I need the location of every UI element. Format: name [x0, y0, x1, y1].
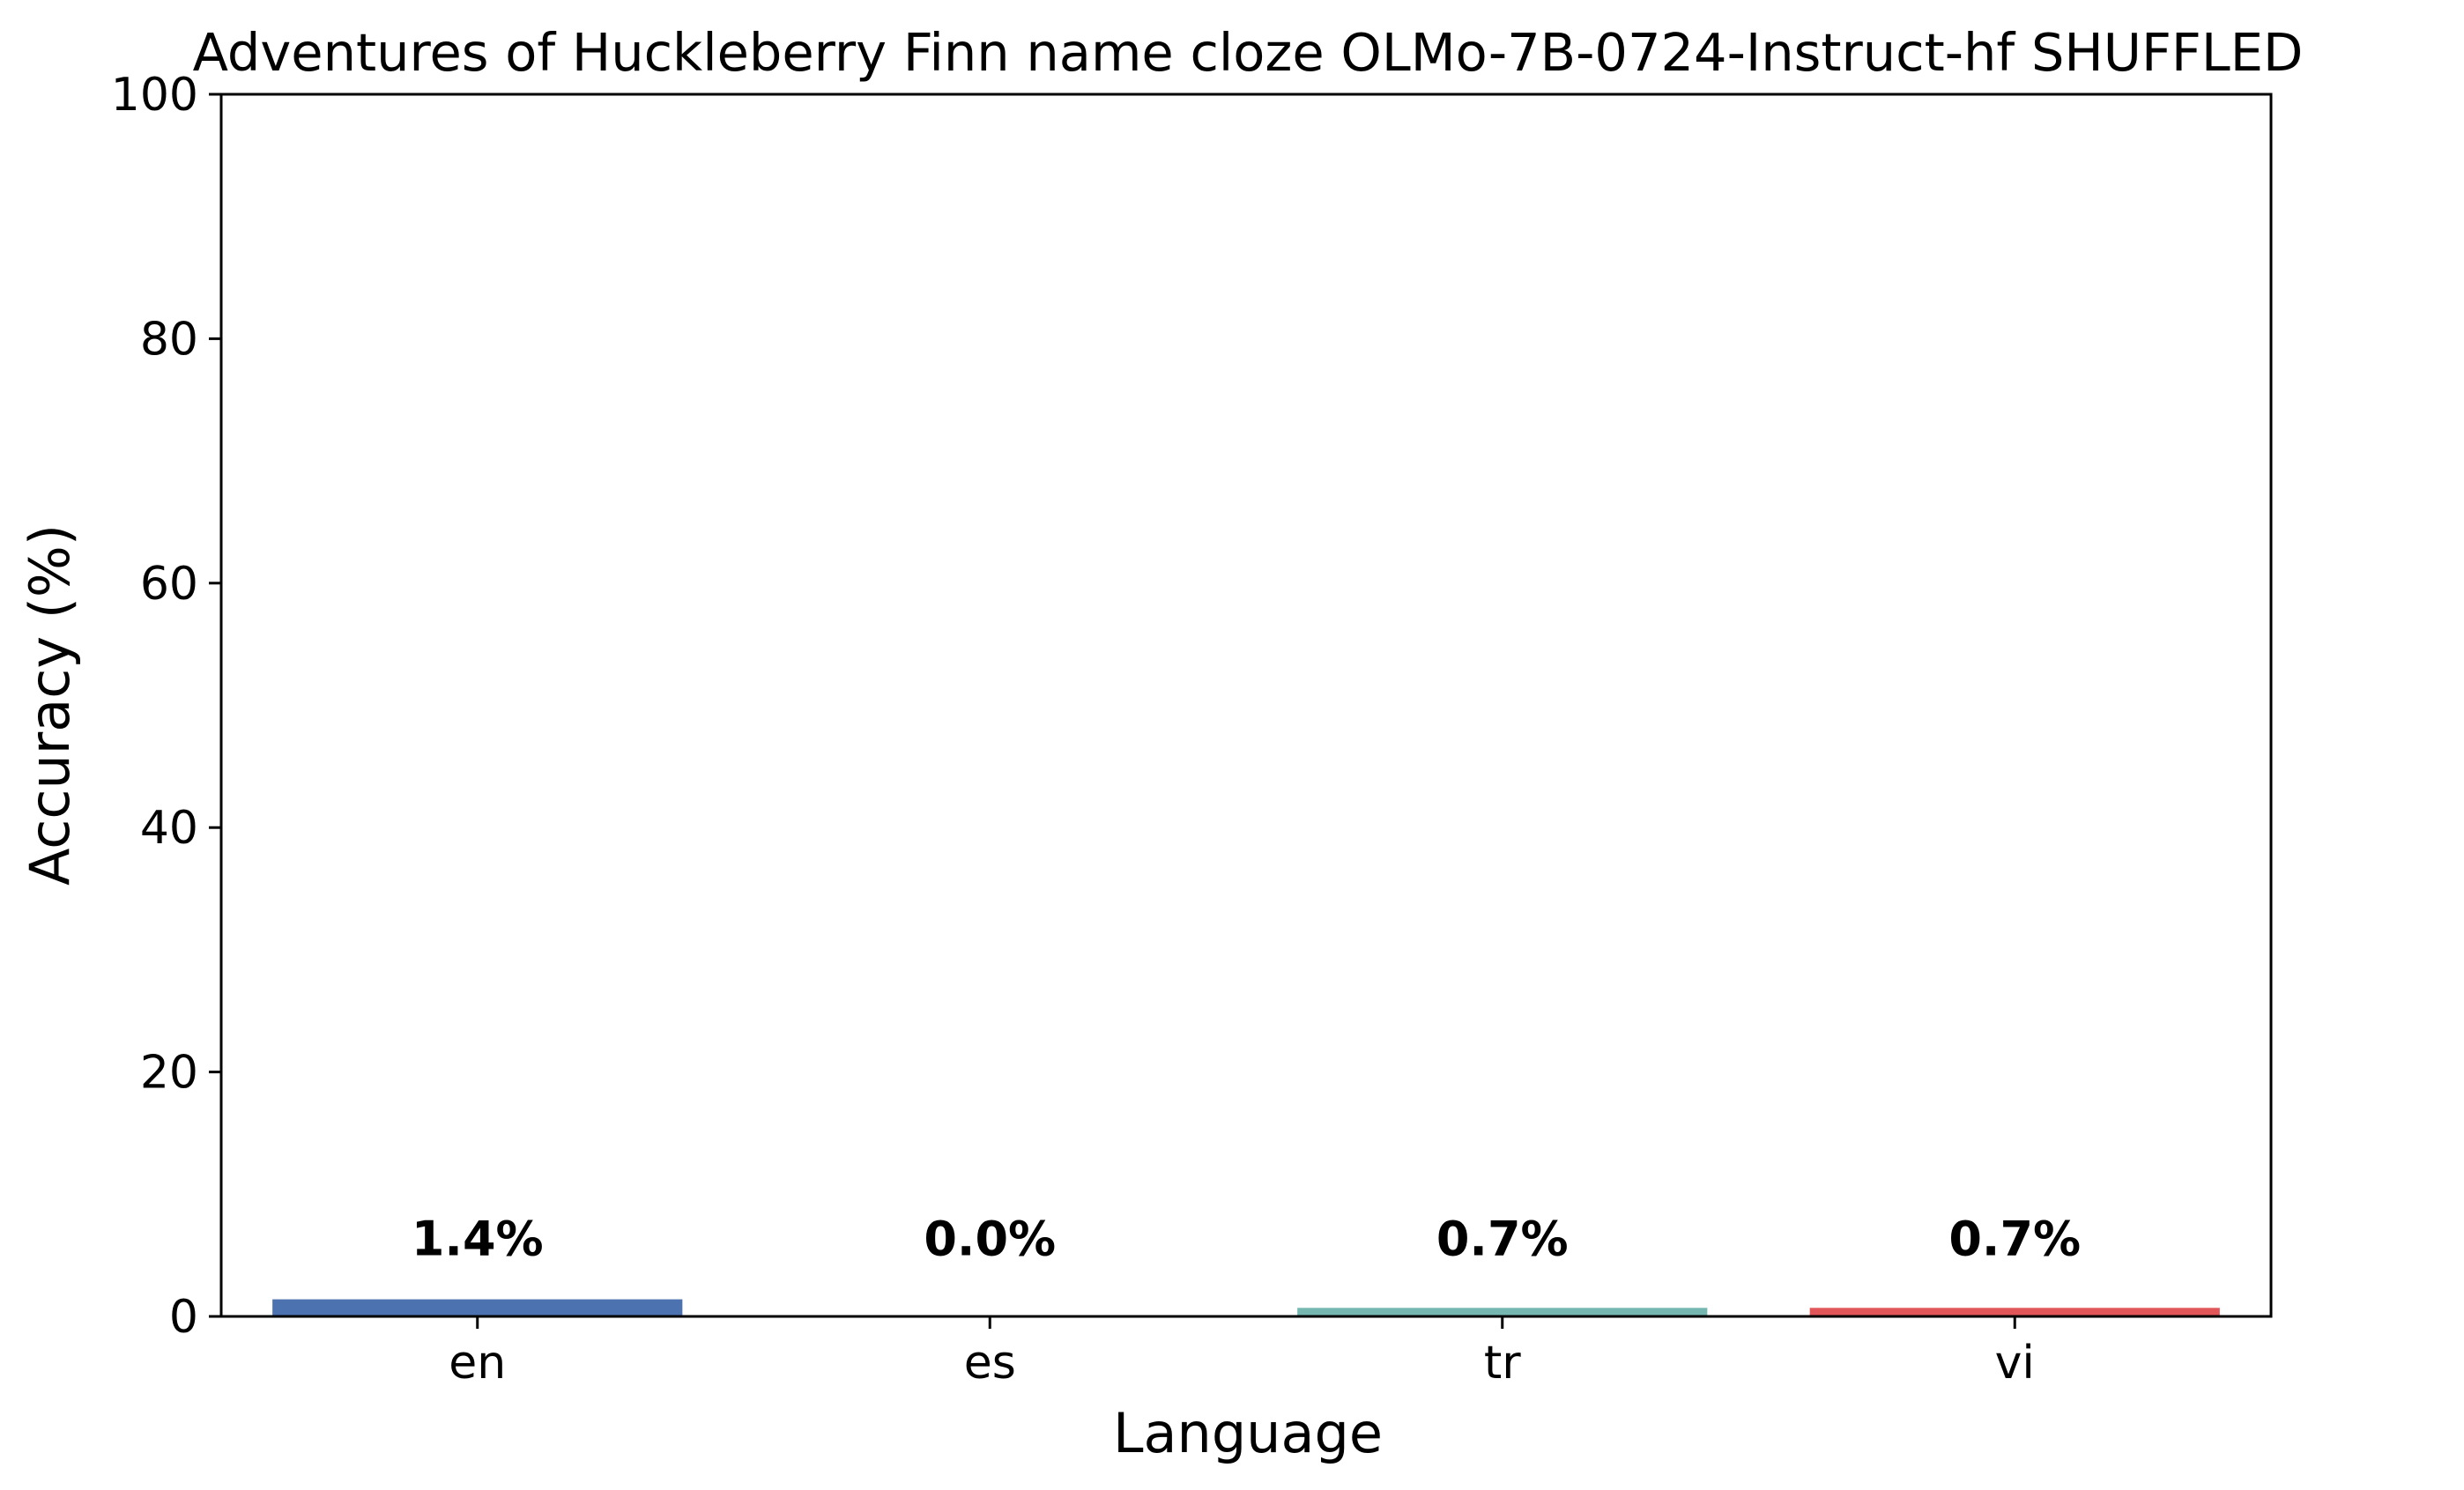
y-tick-label-0: 0	[169, 1291, 198, 1344]
chart-title: Adventures of Huckleberry Finn name cloz…	[193, 22, 2304, 83]
x-tick-label-vi: vi	[1995, 1337, 2035, 1390]
data-label-en: 1.4%	[412, 1212, 544, 1267]
plot-frame	[219, 93, 2273, 1318]
x-axis-label: Language	[1113, 1401, 1383, 1465]
bars-layer	[272, 1299, 2220, 1316]
y-tick-label-60: 60	[140, 558, 198, 611]
bar-vi	[1809, 1308, 2220, 1316]
x-tick-label-en: en	[449, 1337, 506, 1390]
y-tick-label-40: 40	[140, 802, 198, 855]
y-tick-label-20: 20	[140, 1047, 198, 1100]
data-labels-layer: 1.4% 0.0% 0.7% 0.7%	[412, 1212, 2081, 1267]
y-tick-label-100: 100	[111, 69, 198, 122]
data-label-vi: 0.7%	[1948, 1212, 2081, 1267]
y-axis-ticks: 0 20 40 60 80 100	[111, 69, 221, 1344]
y-tick-label-80: 80	[140, 313, 198, 366]
y-axis-label: Accuracy (%)	[18, 524, 82, 886]
x-tick-label-es: es	[964, 1337, 1016, 1390]
x-axis-ticks: en es tr vi	[449, 1316, 2035, 1390]
data-label-es: 0.0%	[924, 1212, 1056, 1267]
bar-en	[272, 1299, 683, 1316]
x-tick-label-tr: tr	[1484, 1337, 1521, 1390]
data-label-tr: 0.7%	[1436, 1212, 1569, 1267]
bar-tr	[1297, 1308, 1708, 1316]
